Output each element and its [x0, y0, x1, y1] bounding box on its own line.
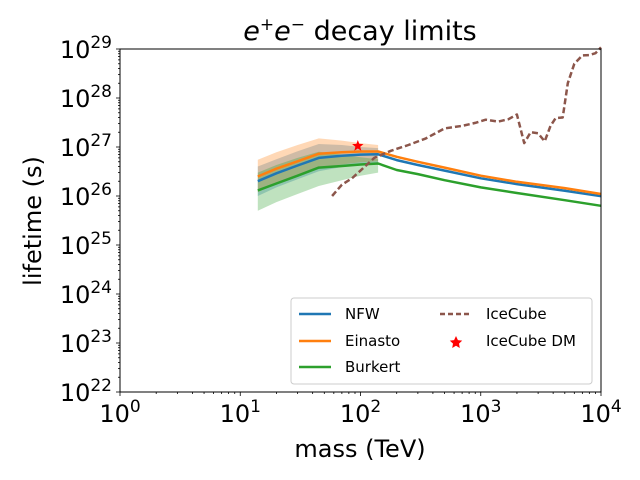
- title-sup1: +: [260, 15, 274, 35]
- series-lines: [257, 46, 602, 208]
- x-axis-ticks: 100 101 102 103 104: [99, 392, 622, 428]
- legend: NFW Einasto Burkert IceCube IceCube DM: [290, 297, 593, 385]
- y-axis-ticks: 1022 1023 1024 1025 1026 1027 1028 1029: [60, 33, 120, 407]
- y-axis-label: lifetime (s): [19, 156, 47, 286]
- point-markers: [352, 140, 364, 151]
- y-tick-label: 1025: [60, 229, 112, 260]
- legend-label-icecube: IceCube: [486, 305, 547, 323]
- legend-label-icecube-dm: IceCube DM: [486, 332, 576, 350]
- y-tick-label: 1028: [60, 82, 112, 113]
- title-e1: e: [243, 16, 260, 47]
- legend-box: [290, 297, 593, 385]
- y-tick-label: 1024: [60, 278, 112, 309]
- legend-label-burkert: Burkert: [345, 358, 401, 376]
- x-tick-label: 102: [340, 397, 381, 428]
- band-nfw: [257, 144, 379, 196]
- title-sup2: −: [291, 15, 305, 35]
- y-tick-label: 1026: [60, 180, 112, 211]
- x-tick-label: 104: [580, 397, 621, 428]
- y-tick-label: 1022: [60, 376, 112, 407]
- x-tick-label: 100: [99, 397, 140, 428]
- x-tick-label: 103: [460, 397, 501, 428]
- x-tick-label: 101: [220, 397, 261, 428]
- legend-label-nfw: NFW: [345, 305, 380, 323]
- legend-star-icon: [449, 336, 463, 348]
- y-tick-label: 1023: [60, 327, 112, 358]
- marker-icecube-dm-star: [352, 140, 364, 151]
- title-e2: e: [274, 16, 291, 47]
- x-axis-label: mass (TeV): [294, 435, 425, 463]
- line-nfw: [257, 153, 602, 198]
- chart-title: e+e− decay limits: [243, 15, 477, 47]
- legend-label-einasto: Einasto: [345, 332, 400, 350]
- y-tick-label: 1027: [60, 131, 112, 162]
- line-icecube: [331, 46, 602, 197]
- title-tail: decay limits: [305, 16, 477, 47]
- line-einasto: [257, 150, 602, 196]
- line-burkert: [257, 162, 602, 208]
- y-tick-label: 1029: [60, 33, 112, 64]
